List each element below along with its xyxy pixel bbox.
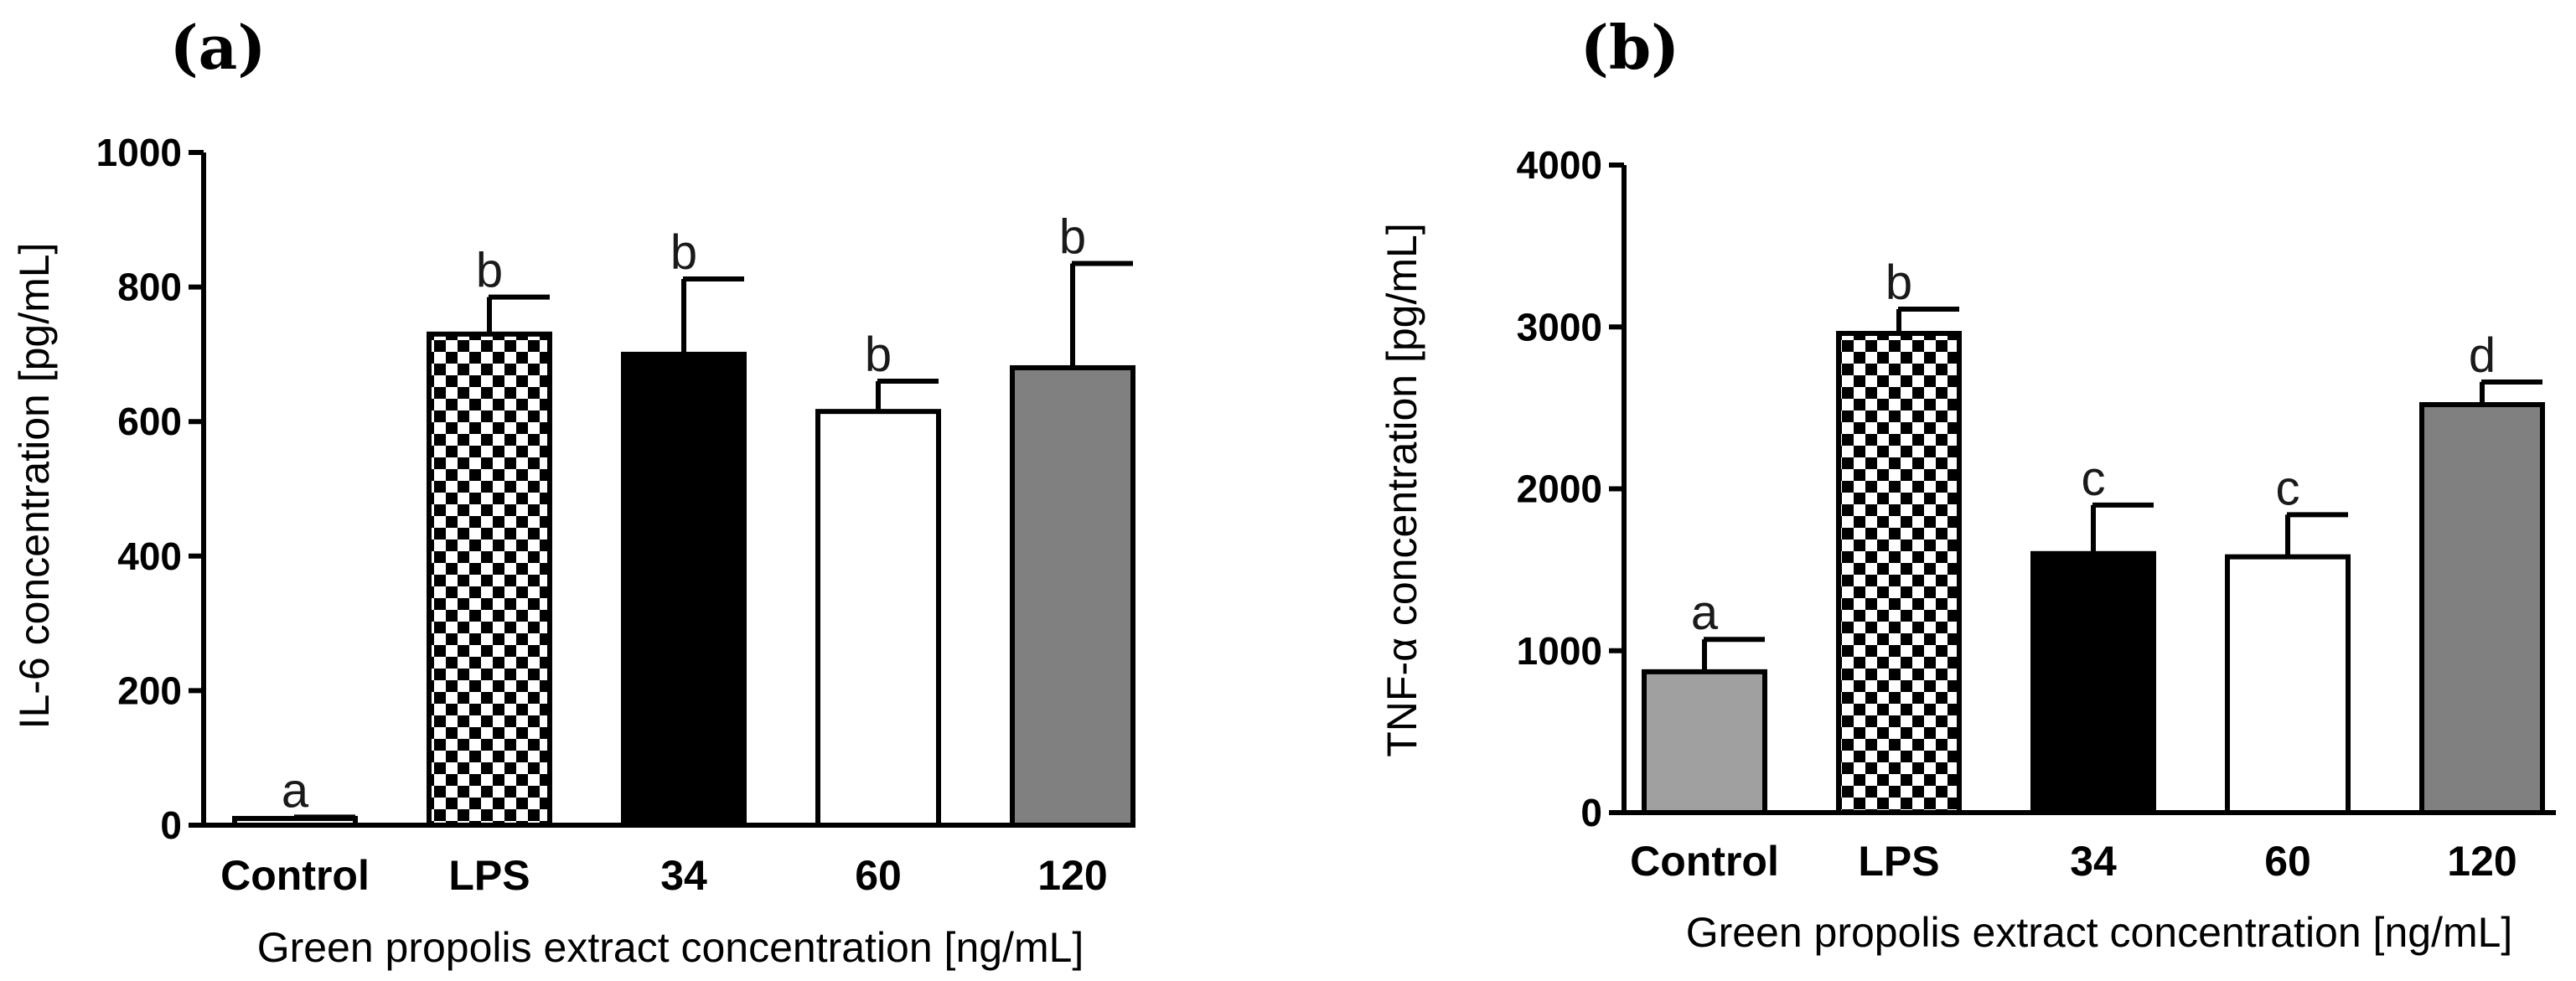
- significance-letter: a: [282, 763, 309, 818]
- bar: [2225, 554, 2351, 815]
- significance-letter: a: [1691, 586, 1719, 640]
- category-label: 60: [855, 852, 902, 899]
- significance-letter: b: [1885, 256, 1912, 310]
- y-tick-label: 600: [117, 400, 182, 443]
- y-tick-label: 0: [1580, 791, 1602, 834]
- y-tick-label: 4000: [1517, 143, 1602, 187]
- significance-letter: b: [476, 244, 503, 298]
- y-tick-label: 0: [160, 803, 182, 847]
- category-label: LPS: [1858, 838, 1939, 885]
- panel-label: (b): [1580, 12, 1679, 83]
- category-label: 34: [2070, 838, 2117, 885]
- category-label: 120: [2447, 838, 2517, 885]
- y-tick-label: 400: [117, 534, 182, 578]
- category-label: Control: [1630, 838, 1779, 885]
- significance-letter: b: [670, 225, 697, 280]
- significance-letter: b: [865, 328, 892, 382]
- y-tick-label: 800: [117, 266, 182, 309]
- category-label: 120: [1037, 852, 1107, 899]
- category-label: Control: [220, 852, 370, 899]
- panel-label: (a): [170, 12, 266, 83]
- y-tick-label: 1000: [96, 131, 182, 174]
- category-label: 34: [660, 852, 707, 899]
- bar: [1642, 669, 1767, 815]
- bar: [2030, 550, 2156, 815]
- bar: [621, 351, 747, 828]
- chart-panel-b: (b) 0 1000 2000 3000 4000 TNF-α concentration …: [1379, 12, 2556, 956]
- bar: [1010, 364, 1135, 828]
- category-label: 60: [2264, 838, 2311, 885]
- y-tick-label: 200: [117, 669, 182, 712]
- y-axis-title: IL-6 concentration [pg/mL]: [11, 243, 58, 730]
- y-axis-title: TNF-α concentration [pg/mL]: [1379, 223, 1425, 756]
- significance-letter: d: [2469, 328, 2496, 383]
- significance-letter: b: [1059, 209, 1086, 264]
- y-tick-label: 3000: [1517, 305, 1602, 349]
- y-tick-label: 2000: [1517, 467, 1602, 511]
- bar: [232, 815, 358, 828]
- significance-letter: c: [2276, 461, 2300, 515]
- x-axis-title: Green propolis extract concentration [ng…: [257, 924, 1084, 971]
- x-axis-title: Green propolis extract concentration [ng…: [1686, 909, 2513, 956]
- y-tick-label: 1000: [1517, 629, 1602, 673]
- bar: [2419, 402, 2545, 815]
- bar: [427, 331, 552, 828]
- category-label: LPS: [448, 852, 530, 899]
- chart-panel-a: (a) 0 200 400 600 800 1000 IL-6 concentration […: [11, 12, 1135, 971]
- significance-letter: c: [2082, 452, 2106, 506]
- bar: [815, 409, 941, 828]
- bar: [1836, 330, 1962, 816]
